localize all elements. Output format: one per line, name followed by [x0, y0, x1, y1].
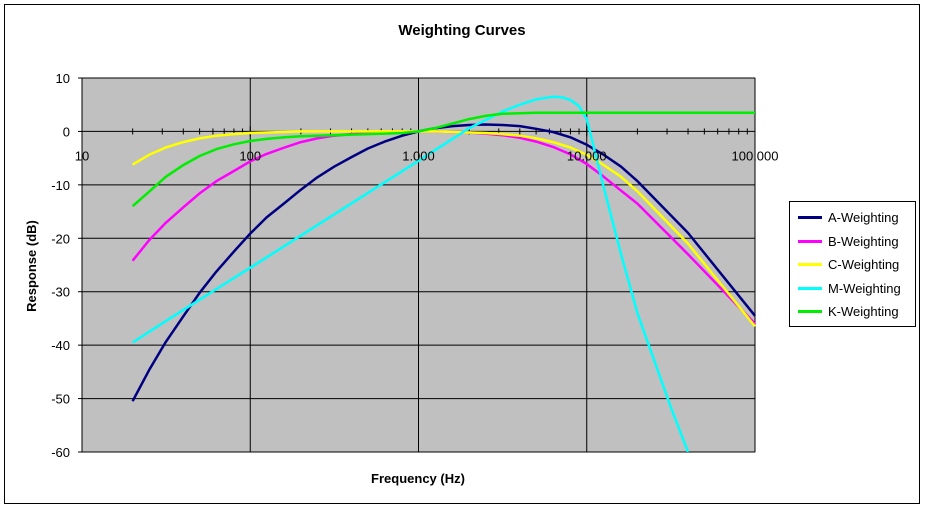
y-tick-label: 10 [56, 71, 70, 86]
legend: A-Weighting B-Weighting C-Weighting M-Weigh… [789, 201, 916, 327]
chart-frame [4, 4, 920, 504]
legend-label: K-Weighting [828, 304, 899, 320]
legend-swatch [798, 310, 822, 314]
y-tick-label: -30 [51, 285, 70, 300]
legend-item: C-Weighting [790, 253, 915, 277]
legend-label: B-Weighting [828, 233, 899, 249]
x-axis-ticks: 10 100 1.000 10.000 100.000 [75, 148, 779, 163]
y-tick-label: -10 [51, 178, 70, 193]
series-lines [131, 95, 756, 452]
x-tick-label: 10.000 [567, 148, 607, 163]
gridlines [81, 77, 756, 453]
legend-swatch [798, 263, 822, 267]
y-axis-title: Response (dB) [24, 220, 39, 312]
x-tick-label: 100 [239, 148, 261, 163]
y-tick-label: -20 [51, 231, 70, 246]
legend-item: K-Weighting [790, 300, 915, 324]
legend-label: A-Weighting [828, 210, 899, 226]
chart-title: Weighting Curves [398, 22, 525, 39]
y-tick-label: -60 [51, 445, 70, 460]
legend-swatch [798, 286, 822, 290]
y-tick-label: -50 [51, 392, 70, 407]
legend-label: C-Weighting [828, 257, 900, 273]
x-tick-label: 100.000 [732, 148, 779, 163]
series-line-a-weighting [131, 123, 756, 402]
legend-swatch [798, 239, 822, 243]
series-line-k-weighting [131, 111, 755, 208]
legend-swatch [798, 216, 822, 220]
legend-item: M-Weighting [790, 277, 915, 301]
y-axis-ticks: 10 0 -10 -20 -30 -40 -50 -60 [51, 71, 82, 460]
legend-item: A-Weighting [790, 206, 915, 230]
x-tick-label: 1.000 [402, 148, 435, 163]
legend-item: B-Weighting [790, 230, 915, 254]
x-axis-title: Frequency (Hz) [371, 471, 465, 486]
x-tick-label: 10 [75, 148, 89, 163]
legend-label: M-Weighting [828, 280, 901, 296]
series-line-c-weighting [131, 130, 756, 328]
y-tick-label: -40 [51, 338, 70, 353]
series-line-m-weighting [131, 95, 690, 452]
y-tick-label: 0 [63, 124, 70, 139]
